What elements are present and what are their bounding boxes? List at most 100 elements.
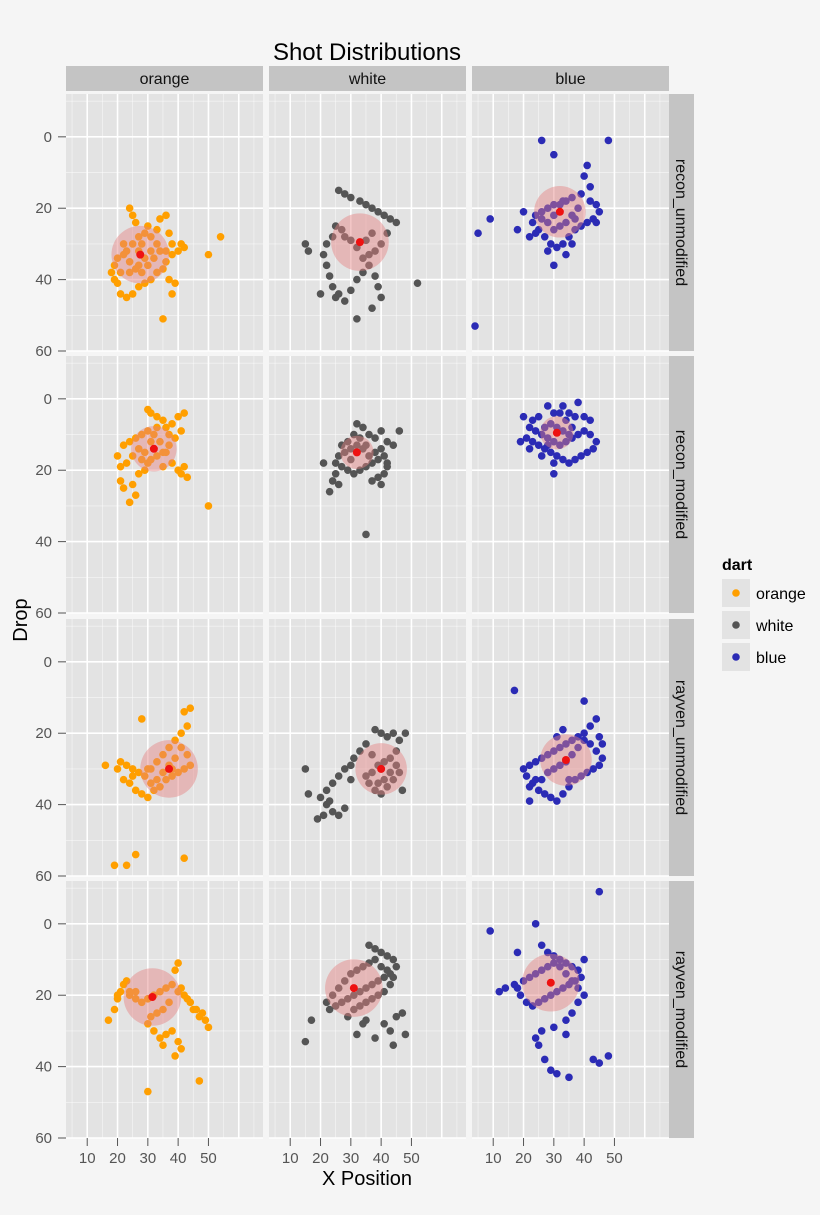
y-tick-label: 60 (35, 868, 52, 885)
data-point-blue (525, 973, 534, 982)
data-point-blue (589, 765, 598, 773)
data-point-blue (559, 984, 567, 992)
column-strip (269, 66, 466, 91)
data-point-white (377, 445, 385, 453)
data-point-orange (144, 1087, 152, 1096)
data-point-white (325, 272, 334, 280)
data-point-white (353, 420, 361, 428)
y-tick-label: 20 (35, 462, 52, 479)
data-point-orange (144, 261, 152, 270)
data-point-blue (568, 423, 576, 432)
data-point-white (395, 427, 404, 435)
data-point-white (374, 207, 382, 216)
data-point-white (353, 1030, 361, 1039)
data-point-blue (580, 412, 588, 421)
data-point-white (340, 977, 349, 985)
data-point-orange (141, 466, 149, 475)
data-point-blue (534, 412, 543, 421)
data-point-white (328, 807, 337, 816)
data-point-orange (168, 250, 176, 259)
mean-point (149, 444, 158, 453)
data-point-orange (171, 736, 179, 745)
data-point-blue (528, 1002, 537, 1010)
data-point-orange (144, 427, 152, 435)
data-point-blue (516, 991, 525, 1000)
data-point-blue (586, 430, 594, 439)
panel-background (66, 356, 263, 613)
data-point-blue (553, 732, 561, 741)
data-point-blue (537, 941, 546, 950)
panel-recon_modified-blue (516, 398, 601, 478)
data-point-blue (574, 966, 582, 975)
data-point-white (380, 987, 388, 996)
data-point-white (383, 782, 392, 791)
y-tick-label: 60 (35, 605, 52, 622)
data-point-blue (592, 747, 601, 755)
row-strip (669, 94, 694, 351)
data-point-blue (571, 775, 579, 784)
data-point-blue (525, 232, 534, 241)
data-point-blue (580, 991, 588, 1000)
data-point-orange (159, 315, 167, 323)
data-point-blue (531, 757, 540, 766)
data-point-orange (168, 772, 176, 780)
data-point-orange (141, 448, 149, 457)
data-point-white (386, 754, 395, 763)
legend-label: orange (756, 586, 806, 603)
data-point-orange (122, 293, 131, 302)
data-point-white (328, 991, 337, 1000)
data-point-orange (113, 452, 122, 460)
data-point-blue (583, 161, 591, 170)
data-point-white (365, 959, 373, 967)
column-strip-label: white (348, 71, 386, 88)
data-point-orange (162, 257, 170, 266)
data-point-orange (186, 761, 195, 770)
data-point-blue (586, 740, 594, 748)
data-point-blue (556, 222, 564, 230)
mean-point (561, 755, 570, 764)
data-point-white (374, 779, 382, 787)
data-point-orange (125, 204, 134, 213)
data-point-white (331, 469, 340, 478)
data-point-orange (147, 779, 155, 787)
data-point-blue (531, 211, 540, 220)
data-point-blue (550, 200, 558, 209)
data-point-white (398, 786, 407, 795)
y-tick-label: 40 (35, 272, 52, 289)
data-point-blue (550, 437, 558, 446)
data-point-blue (547, 420, 555, 428)
x-tick-label: 50 (606, 1150, 623, 1167)
data-point-blue (543, 962, 552, 971)
y-tick-label: 0 (44, 391, 52, 408)
data-point-white (328, 282, 337, 291)
data-point-blue (586, 183, 594, 191)
data-point-blue (550, 150, 558, 159)
data-point-orange (122, 459, 131, 467)
data-point-white (374, 455, 382, 464)
data-point-white (334, 772, 343, 780)
panel-background (472, 881, 669, 1138)
data-point-blue (565, 782, 573, 791)
data-point-orange (128, 772, 137, 780)
data-point-orange (153, 775, 161, 784)
y-tick-label: 20 (35, 200, 52, 217)
data-point-orange (119, 240, 128, 248)
data-point-white (340, 448, 349, 457)
data-point-blue (565, 775, 573, 784)
x-tick-label: 20 (109, 1150, 126, 1167)
data-point-orange (137, 430, 146, 439)
data-point-orange (165, 743, 173, 752)
data-point-blue (568, 962, 576, 971)
data-point-blue (540, 994, 549, 1003)
data-point-white (368, 204, 376, 213)
data-point-blue (595, 761, 604, 770)
data-point-orange (144, 765, 152, 773)
data-point-blue (568, 1009, 576, 1017)
row-strip-label: rayven_unmodified (672, 680, 689, 815)
data-point-white (334, 452, 343, 460)
data-point-white (322, 261, 331, 270)
data-point-blue (553, 452, 561, 460)
data-point-white (350, 1005, 358, 1014)
data-point-blue (574, 204, 582, 213)
data-point-blue (580, 172, 588, 180)
